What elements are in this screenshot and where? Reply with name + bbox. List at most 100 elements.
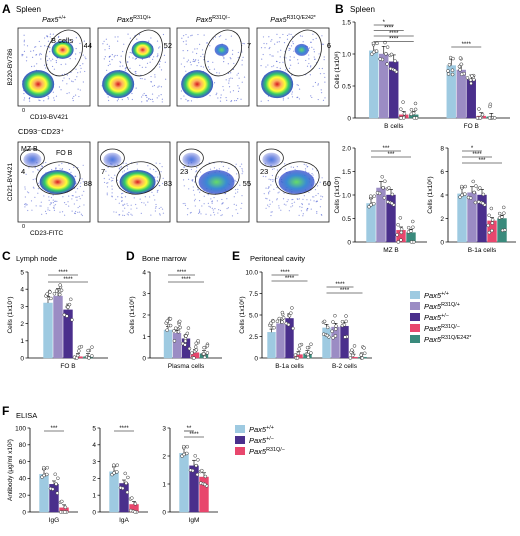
event-dot bbox=[234, 188, 237, 191]
event-dot bbox=[75, 175, 77, 177]
data-point bbox=[378, 57, 382, 61]
event-dot bbox=[315, 37, 317, 39]
event-dot bbox=[108, 56, 110, 58]
event-dot bbox=[290, 64, 292, 66]
event-dot bbox=[156, 40, 159, 42]
chart-bone-marrow: 0 1 2 3 4 Cells (1x10⁶) Plasma cells ******** bbox=[129, 269, 222, 370]
event-dot bbox=[214, 208, 216, 210]
event-dot bbox=[76, 188, 79, 190]
event-dot bbox=[23, 97, 26, 99]
y-tick-label: 1.5 bbox=[342, 19, 351, 26]
event-dot bbox=[152, 58, 154, 60]
event-dot bbox=[28, 98, 31, 100]
event-dot bbox=[228, 78, 230, 80]
event-dot bbox=[43, 195, 45, 197]
event-dot bbox=[68, 92, 70, 94]
event-dot bbox=[311, 172, 313, 175]
event-dot bbox=[194, 205, 196, 207]
significance-label: *** bbox=[387, 152, 395, 158]
event-dot bbox=[66, 83, 68, 85]
bar bbox=[376, 187, 386, 243]
event-dot bbox=[130, 204, 132, 206]
event-dot bbox=[75, 37, 78, 39]
event-dot bbox=[72, 39, 74, 42]
event-dot bbox=[23, 99, 25, 101]
data-point bbox=[193, 345, 198, 349]
event-dot bbox=[192, 51, 194, 53]
bar bbox=[43, 302, 53, 359]
data-point bbox=[497, 211, 502, 216]
event-dot bbox=[66, 92, 68, 95]
event-dot bbox=[192, 58, 195, 61]
event-dot bbox=[241, 59, 243, 61]
event-dot bbox=[161, 98, 163, 100]
event-dot bbox=[78, 95, 80, 98]
data-point bbox=[412, 116, 417, 120]
event-dot bbox=[277, 176, 279, 178]
data-point bbox=[490, 221, 495, 225]
event-dot bbox=[291, 93, 293, 95]
event-dot bbox=[299, 206, 301, 208]
event-dot bbox=[74, 79, 76, 81]
data-point bbox=[271, 319, 275, 324]
event-dot bbox=[276, 41, 278, 43]
event-dot bbox=[34, 196, 36, 198]
event-dot bbox=[24, 203, 26, 205]
event-dot bbox=[156, 176, 159, 178]
bar bbox=[457, 193, 467, 243]
data-point bbox=[280, 310, 285, 315]
event-dot bbox=[227, 72, 230, 75]
event-dot bbox=[291, 96, 294, 98]
event-dot bbox=[63, 77, 65, 79]
event-dot bbox=[298, 98, 301, 100]
event-dot bbox=[296, 84, 298, 86]
legend-swatch bbox=[410, 335, 420, 343]
data-point bbox=[297, 343, 302, 348]
event-dot bbox=[114, 174, 116, 176]
data-point bbox=[472, 190, 476, 195]
event-dot bbox=[117, 40, 119, 42]
flow-plot-mzb-fob bbox=[176, 141, 250, 223]
event-dot bbox=[114, 54, 116, 57]
event-dot bbox=[282, 97, 285, 99]
event-dot bbox=[83, 204, 85, 206]
event-dot bbox=[184, 204, 187, 206]
event-dot bbox=[287, 199, 289, 201]
event-dot bbox=[190, 211, 192, 214]
event-dot bbox=[310, 208, 312, 210]
event-dot bbox=[38, 99, 40, 101]
event-dot bbox=[290, 206, 292, 208]
event-dot bbox=[278, 41, 280, 43]
event-dot bbox=[292, 166, 295, 169]
data-point bbox=[202, 355, 207, 360]
data-point bbox=[406, 225, 411, 230]
significance-label: **** bbox=[58, 270, 68, 276]
event-dot bbox=[79, 211, 81, 213]
event-dot bbox=[105, 38, 107, 40]
event-dot bbox=[119, 65, 121, 67]
event-dot bbox=[190, 100, 193, 102]
event-dot bbox=[183, 185, 185, 187]
event-dot bbox=[312, 85, 314, 87]
significance-label: * bbox=[471, 146, 474, 152]
data-point bbox=[184, 334, 188, 338]
event-dot bbox=[233, 62, 235, 65]
event-dot bbox=[118, 168, 120, 170]
event-dot bbox=[30, 200, 33, 202]
event-dot bbox=[120, 166, 122, 169]
event-dot bbox=[119, 61, 122, 64]
event-dot bbox=[40, 45, 42, 47]
significance-label: **** bbox=[119, 426, 129, 432]
gate-percent: 7 bbox=[101, 167, 105, 176]
event-dot bbox=[44, 210, 47, 212]
significance-label: **** bbox=[177, 270, 187, 276]
event-dot bbox=[196, 48, 198, 50]
data-point bbox=[375, 191, 380, 195]
event-dot bbox=[315, 194, 317, 197]
event-dot bbox=[70, 171, 72, 173]
event-dot bbox=[157, 55, 159, 57]
elisa-legend: Pax5+/+ Pax5+/− Pax5R31Q/− bbox=[235, 425, 285, 456]
event-dot bbox=[56, 200, 58, 202]
data-point bbox=[334, 327, 338, 331]
event-dot bbox=[111, 185, 113, 187]
